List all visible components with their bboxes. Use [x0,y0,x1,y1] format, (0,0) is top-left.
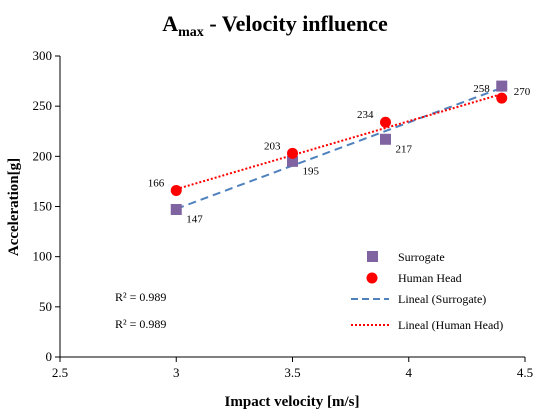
surrogate-point [496,80,508,92]
legend-label-lineal-surrogate: Lineal (Surrogate) [398,292,486,306]
chart-title: Amax - Velocity influence [162,11,388,40]
data-labels: 147 195 217 270 166 203 234 258 [148,83,531,225]
legend-label-lineal-human-head: Lineal (Human Head) [398,318,503,332]
trendlines [175,86,503,210]
y-tick-label: 100 [33,249,53,264]
surrogate-point [170,204,182,216]
human-head-point [170,184,182,196]
data-markers [170,80,508,216]
y-tick-label: 50 [39,299,52,314]
trendline-surrogate [175,86,503,210]
x-tick-label: 2.5 [52,365,68,380]
x-tick-label: 3 [173,365,180,380]
surrogate-point [287,155,298,167]
trendline-human-head [175,93,503,191]
human-head-data-label: 234 [357,109,374,121]
human-head-data-label: 258 [473,83,490,95]
x-tick-label: 3.5 [284,365,300,380]
legend-marker-surrogate [367,251,378,262]
legend-marker-human-head [366,272,378,284]
y-axis-label: Acceleration[g] [6,158,22,256]
surrogate-data-label: 147 [186,214,203,226]
y-tick-label: 250 [33,98,53,113]
title-rest: - Velocity influence [204,11,388,36]
r2-annotation-1: R² = 0.989 [115,290,166,304]
surrogate-point [380,133,391,145]
surrogate-data-label: 270 [514,86,531,98]
title-main: A [162,11,178,36]
y-tick-label: 300 [33,48,53,63]
axes: 0 50 100 150 200 250 300 2.5 3 3.5 4 4.5 [33,48,534,380]
x-tick-label: 4 [406,365,413,380]
y-tick-label: 0 [46,349,53,364]
human-head-point [380,116,391,128]
surrogate-data-label: 195 [303,165,320,177]
human-head-data-label: 203 [264,140,281,152]
human-head-point [287,147,298,159]
r2-annotation-2: R² = 0.989 [115,317,166,331]
title-subscript: max [178,25,204,40]
y-tick-label: 200 [33,148,53,163]
legend-label-surrogate: Surrogate [398,250,445,264]
x-tick-label: 4.5 [517,365,533,380]
y-tick-label: 150 [33,199,53,214]
human-head-data-label: 166 [148,177,165,189]
legend: Surrogate Human Head Lineal (Surrogate) … [351,250,503,332]
x-axis-label: Impact velocity [m/s] [225,394,360,410]
surrogate-data-label: 217 [396,143,413,155]
legend-label-human-head: Human Head [398,271,462,285]
human-head-point [496,92,508,104]
